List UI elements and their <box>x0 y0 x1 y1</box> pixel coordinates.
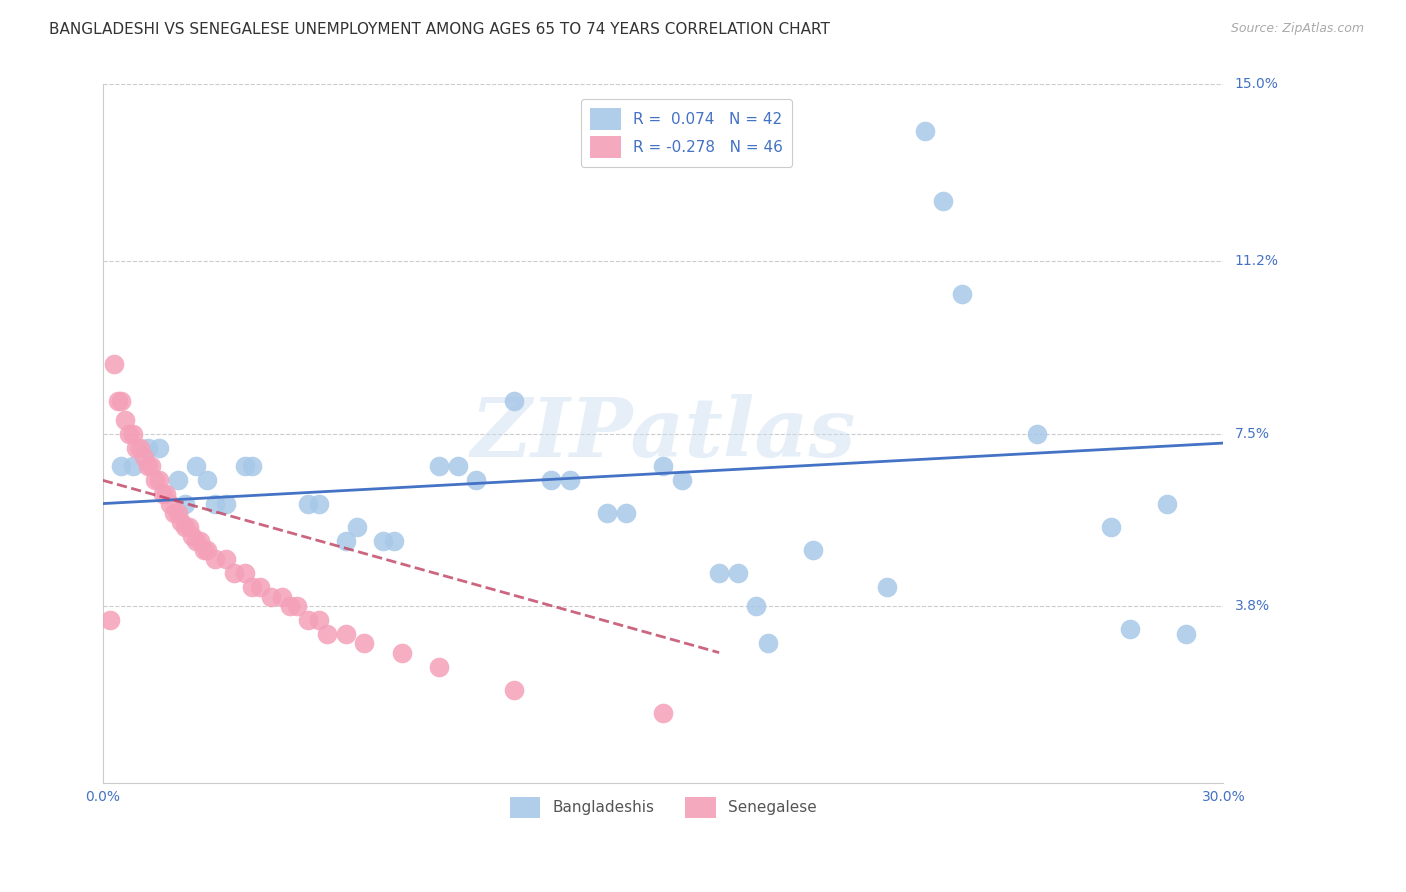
Point <box>558 473 581 487</box>
Point <box>177 520 200 534</box>
Point <box>143 473 166 487</box>
Point <box>186 459 208 474</box>
Point <box>186 533 208 548</box>
Point <box>382 533 405 548</box>
Point <box>371 533 394 548</box>
Point <box>447 459 470 474</box>
Point <box>152 487 174 501</box>
Point <box>114 413 136 427</box>
Point <box>174 497 197 511</box>
Point <box>141 459 163 474</box>
Point <box>1156 497 1178 511</box>
Point <box>297 497 319 511</box>
Point <box>170 515 193 529</box>
Text: 7.5%: 7.5% <box>1234 426 1270 441</box>
Point <box>240 581 263 595</box>
Text: Source: ZipAtlas.com: Source: ZipAtlas.com <box>1230 22 1364 36</box>
Point <box>285 599 308 613</box>
Point <box>502 394 524 409</box>
Point <box>110 394 132 409</box>
Point <box>125 441 148 455</box>
Point <box>222 566 245 581</box>
Point <box>166 473 188 487</box>
Point <box>163 506 186 520</box>
Point <box>121 426 143 441</box>
Point <box>155 487 177 501</box>
Point <box>427 459 450 474</box>
Point <box>335 627 357 641</box>
Point <box>148 441 170 455</box>
Point <box>876 581 898 595</box>
Point <box>652 706 675 721</box>
Point <box>148 473 170 487</box>
Point <box>308 497 330 511</box>
Point <box>188 533 211 548</box>
Point <box>540 473 562 487</box>
Text: 3.8%: 3.8% <box>1234 599 1270 613</box>
Point <box>1099 520 1122 534</box>
Point <box>193 543 215 558</box>
Point <box>249 581 271 595</box>
Point <box>950 287 973 301</box>
Point <box>204 552 226 566</box>
Point <box>181 529 204 543</box>
Point <box>174 520 197 534</box>
Text: 11.2%: 11.2% <box>1234 254 1278 268</box>
Point <box>197 543 219 558</box>
Point <box>1025 426 1047 441</box>
Point <box>756 636 779 650</box>
Point <box>391 646 413 660</box>
Point <box>346 520 368 534</box>
Text: ZIPatlas: ZIPatlas <box>471 393 856 474</box>
Point <box>801 543 824 558</box>
Point <box>166 506 188 520</box>
Point <box>159 497 181 511</box>
Point <box>1175 627 1198 641</box>
Point <box>316 627 339 641</box>
Point <box>335 533 357 548</box>
Point <box>745 599 768 613</box>
Point <box>136 441 159 455</box>
Point <box>596 506 619 520</box>
Point <box>136 459 159 474</box>
Point <box>353 636 375 650</box>
Point <box>215 552 238 566</box>
Point <box>465 473 488 487</box>
Point <box>110 459 132 474</box>
Point <box>932 194 955 208</box>
Text: 15.0%: 15.0% <box>1234 78 1278 92</box>
Point <box>129 441 152 455</box>
Point <box>671 473 693 487</box>
Legend: Bangladeshis, Senegalese: Bangladeshis, Senegalese <box>503 790 823 824</box>
Point <box>233 566 256 581</box>
Point <box>308 613 330 627</box>
Point <box>278 599 301 613</box>
Point <box>914 124 936 138</box>
Point <box>233 459 256 474</box>
Point <box>240 459 263 474</box>
Point <box>297 613 319 627</box>
Point <box>652 459 675 474</box>
Point <box>727 566 749 581</box>
Point <box>121 459 143 474</box>
Point <box>204 497 226 511</box>
Point <box>427 659 450 673</box>
Point <box>107 394 129 409</box>
Text: BANGLADESHI VS SENEGALESE UNEMPLOYMENT AMONG AGES 65 TO 74 YEARS CORRELATION CHA: BANGLADESHI VS SENEGALESE UNEMPLOYMENT A… <box>49 22 830 37</box>
Point <box>98 613 121 627</box>
Point <box>260 590 283 604</box>
Point <box>103 357 125 371</box>
Point <box>502 682 524 697</box>
Point <box>271 590 294 604</box>
Point <box>614 506 637 520</box>
Point <box>215 497 238 511</box>
Point <box>1119 623 1142 637</box>
Point <box>197 473 219 487</box>
Point <box>707 566 730 581</box>
Point <box>118 426 141 441</box>
Point <box>132 450 155 464</box>
